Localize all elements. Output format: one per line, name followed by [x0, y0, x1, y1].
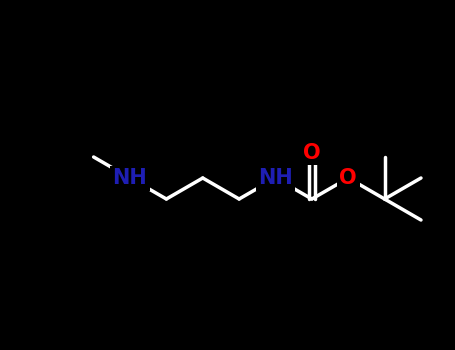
Text: O: O	[303, 143, 321, 163]
Text: O: O	[339, 168, 357, 188]
Text: NH: NH	[258, 168, 293, 188]
Text: NH: NH	[113, 168, 147, 188]
